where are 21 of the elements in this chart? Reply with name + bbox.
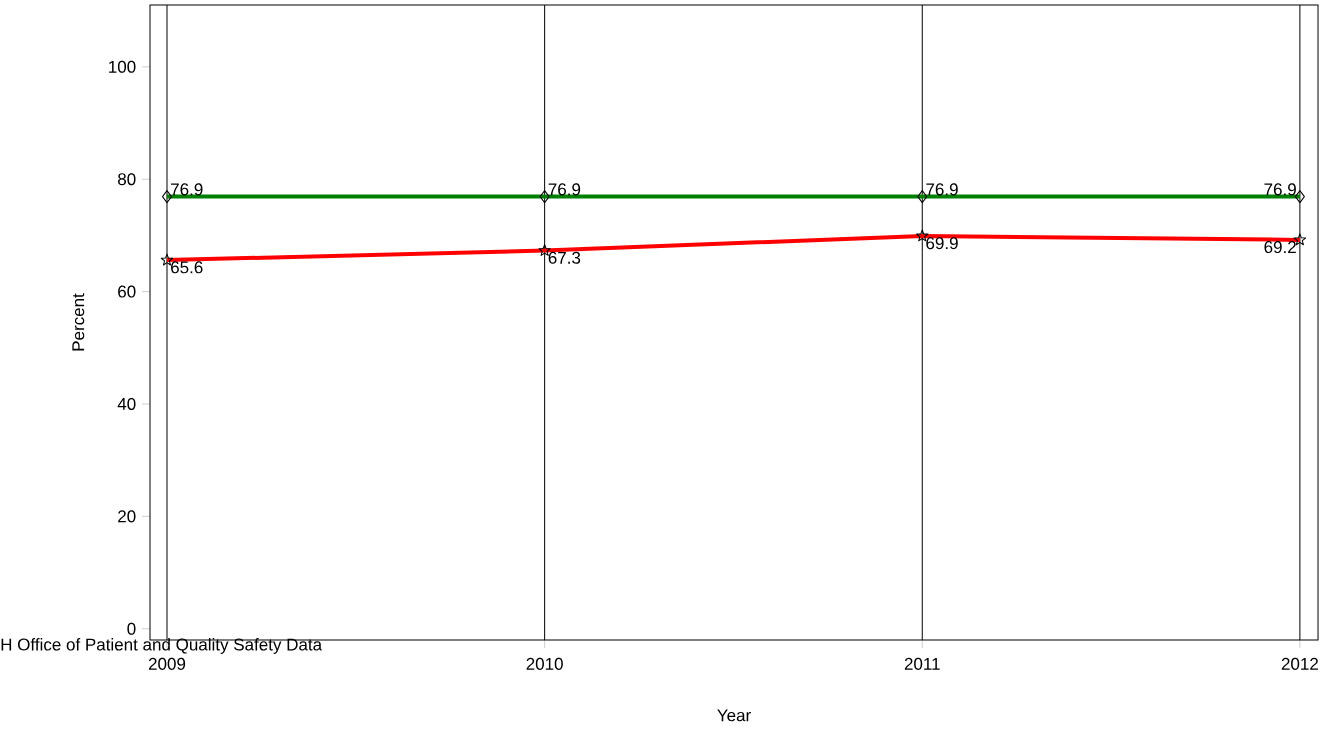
data-label: 76.9	[171, 183, 203, 196]
y-tick-label: 0	[127, 622, 136, 635]
y-tick-label: 100	[109, 60, 136, 73]
x-tick-label: 2010	[526, 657, 563, 670]
x-tick-label: 2009	[148, 657, 186, 670]
y-axis-title: Percent	[72, 293, 85, 351]
data-label: 67.3	[548, 251, 581, 264]
x-axis-title: Year	[717, 709, 751, 722]
data-label: 76.9	[548, 183, 581, 196]
y-tick-label: 40	[117, 397, 136, 410]
data-label: 69.2	[1264, 241, 1296, 254]
x-tick-label: 2012	[1281, 657, 1318, 670]
x-tick-label: 2011	[904, 657, 940, 670]
data-label: 76.9	[1264, 183, 1296, 196]
y-tick-label: 60	[118, 285, 136, 298]
y-tick-label: 20	[118, 510, 136, 523]
data-label: 76.9	[926, 183, 958, 196]
annotation: H Office of Patient and Quality Safety Data	[1, 638, 323, 654]
y-tick-label: 80	[118, 173, 136, 186]
data-label: 65.6	[171, 261, 203, 274]
data-label: 69.9	[926, 237, 958, 250]
